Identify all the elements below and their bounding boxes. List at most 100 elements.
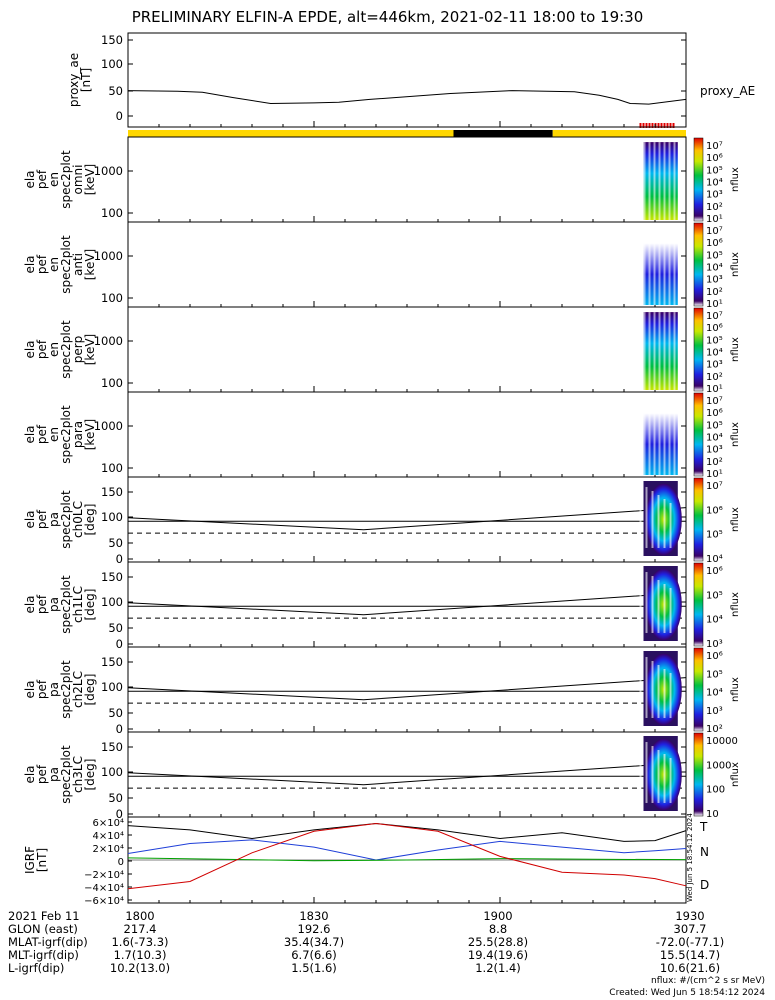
ytick-label: 0 [116,552,123,566]
ephemeris-value: 1.5(1.6) [291,961,337,975]
colorbar-tick-label: 10 [706,809,719,820]
colorbar-tick-label: 10⁶ [706,323,723,334]
colorbar-tick-label: 10³ [706,275,723,286]
colorbar-label: nflux [730,507,741,532]
ephemeris-value: 19.4(19.6) [468,948,528,962]
colorbar-tick-label: 10⁷ [706,311,723,322]
colorbar-tick-label: 10² [706,372,723,383]
panel-frame-spec2plot_omni [127,136,687,223]
ytick-label: 1000 [94,164,123,178]
colorbar-tick-label: 10⁴ [706,615,723,626]
ytick-label: 150 [101,570,123,584]
loss-cone-line [127,677,687,701]
series-igrf-E [127,857,687,862]
colorbar-tick-label: 10⁵ [706,669,723,680]
colorbar-tick-label: 10² [706,457,723,468]
ylabel-pa_ch0LC: ch0LC [71,501,85,538]
heatmap-stripe [643,243,646,305]
ylabel-spec2plot_anti: pef [35,254,49,274]
colorbar-tick-label: 10⁷ [706,226,723,237]
science-mark [651,123,654,128]
ephemeris-value: 35.4(34.7) [284,935,344,949]
panels-layer: proxy_ae[nT]150100500proxy_AEelapefenspe… [23,32,755,907]
colorbar-tick-label: 10⁴ [706,554,723,565]
ylabel-spec2plot_para: ela [23,425,37,443]
heatmap-stripe [651,576,654,633]
ytick-label: 100 [101,376,123,390]
heatmap-stripe [657,665,660,718]
units-note: nflux: #/(cm^2 s sr MeV) [651,976,765,986]
ytick-label: 100 [101,765,123,779]
colorbar-tick-label: 100 [706,785,725,796]
colorbar-spec2plot_perp [693,307,704,392]
heatmap-stripe [663,413,666,475]
science-mark [648,123,651,128]
heatmap-stripe [658,142,661,220]
heatmap-stripe [663,243,666,305]
ephemeris-value: 10.6(21.6) [660,961,720,975]
heatmap-stripe [669,503,672,548]
panel-frame-pa_ch2LC [127,646,687,733]
ytick-label: 4×10⁴ [93,831,124,842]
ytick-label: 0 [116,109,123,123]
ephemeris-value: -72.0(-77.1) [656,935,724,949]
series-label-proxy-ae: proxy_AE [700,84,755,98]
science-mark [660,123,663,128]
science-mark [663,123,666,128]
science-mark [645,123,648,128]
ytick-label: 100 [101,291,123,305]
colorbar-tick-label: 10⁴ [706,433,723,444]
side-stamp: Wed Jun 5 18:54:12 2024 [686,813,694,902]
heatmap-stripe [639,738,642,803]
colorbar-tick-label: 10² [706,202,723,213]
ephemeris-label: L-igrf(dip) [8,961,64,975]
ytick-label: 150 [101,740,123,754]
heatmap-stripe [668,243,671,305]
colorbar-label: nflux [730,762,741,787]
ytick-label: −2×10⁴ [84,870,124,881]
colorbar-tick-label: 10³ [706,706,723,717]
legend-D: D [700,878,709,892]
ytick-label: 2×10⁴ [93,844,124,855]
ephemeris-label: MLT-igrf(dip) [8,948,79,962]
ylabel-pa_ch2LC: pef [35,679,49,699]
ephemeris-label: MLAT-igrf(dip) [8,935,88,949]
ytick-label: 100 [101,595,123,609]
ephemeris-value: 192.6 [298,922,331,936]
colorbar-tick-label: 10³ [706,639,723,650]
colorbar-label: nflux [730,167,741,192]
colorbar-tick-label: 10⁵ [706,165,723,176]
ylabel-pa_ch2LC: ela [23,680,37,698]
status-bar-yellow-1 [128,130,454,137]
ytick-label: 50 [108,706,123,720]
colorbar-tick-label: 10¹ [706,469,723,480]
ylabel-spec2plot_anti: [keV] [83,249,97,280]
ylabel-pa_ch0LC: [deg] [83,504,97,536]
panel-frame-spec2plot_anti [127,221,687,308]
heatmap-stripe [651,661,654,718]
date-label: 2021 Feb 11 [8,909,80,923]
ytick-label: 6×10⁴ [93,818,124,829]
series-igrf-N [127,839,687,861]
colorbar-label: nflux [730,337,741,362]
ytick-label: 1000 [94,249,123,263]
chart-title: PRELIMINARY ELFIN-A EPDE, alt=446km, 202… [131,8,644,26]
heatmap-stripe [673,243,676,305]
ylabel-spec2plot_perp: perp [71,336,85,364]
heatmap-stripe [653,413,656,475]
heatmap-stripe [669,588,672,633]
colorbar-tick-label: 10¹ [706,384,723,395]
series-igrf-T [127,822,687,842]
colorbar-label: nflux [730,592,741,617]
colorbar-tick-label: 10⁶ [706,651,723,662]
ylabel-spec2plot_perp: ela [23,340,37,358]
xtick-label: 1800 [125,909,154,923]
ephemeris-value: 6.7(6.6) [291,948,337,962]
ephemeris-value: 1.7(10.3) [114,948,167,962]
colorbar-label: nflux [730,422,741,447]
ytick-label: 1000 [94,419,123,433]
colorbar-tick-label: 10³ [706,445,723,456]
ephemeris-value: 10.2(13.0) [110,961,170,975]
ephemeris-value: 1.2(1.4) [475,961,521,975]
heatmap-stripe [663,669,666,718]
